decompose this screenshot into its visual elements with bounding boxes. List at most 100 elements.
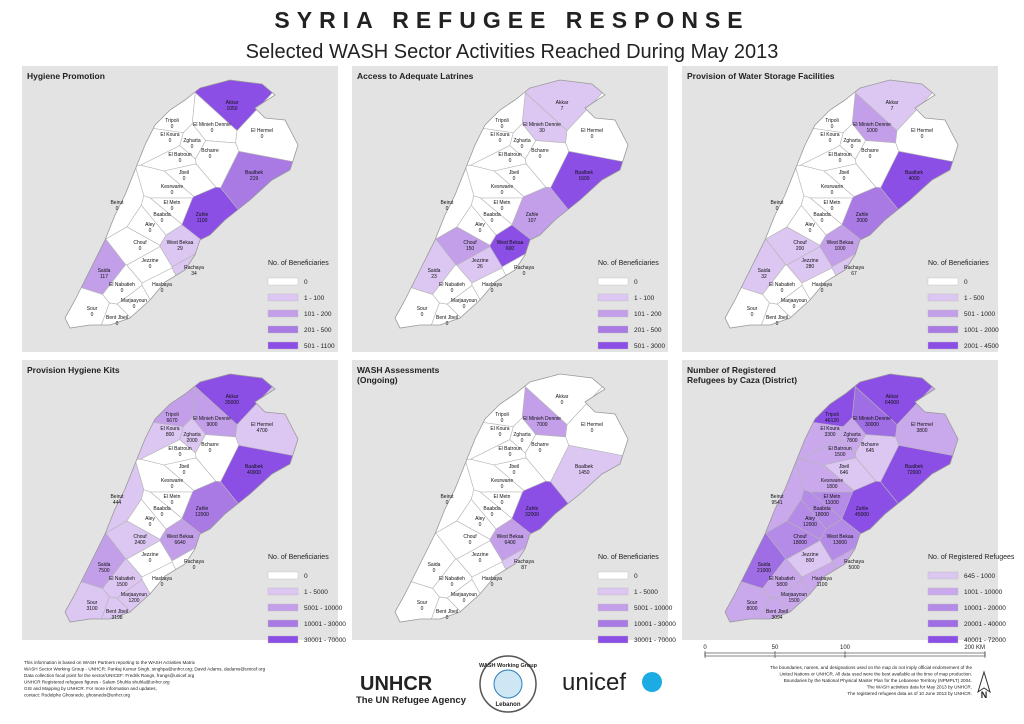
district-name: Bcharre [861,442,879,448]
district-name: El Metn [824,200,841,206]
wash-logo-bottom: Lebanon [496,702,521,708]
district-name: Saida [758,268,771,274]
district-value: 2400 [134,540,145,546]
district-value: 0 [149,228,152,234]
legend-swatch [267,619,299,628]
district-value: 0 [793,304,796,310]
panel-title: Number of Registered [687,365,776,375]
legend-label: 101 - 200 [304,311,332,318]
district-value: 9541 [771,500,782,506]
district-value: 0 [491,288,494,294]
legend-swatch [597,571,629,580]
district-value: 46120 [825,418,839,424]
district-value: 0 [139,246,142,252]
legend-label: 1001 - 2000 [964,327,999,334]
district-value: 0 [193,565,196,571]
district-value: 0 [539,154,542,160]
district-name: Zgharta [513,138,530,144]
district-value: 0 [781,288,784,294]
country-outline [394,79,629,329]
district-name: Bcharre [861,148,879,154]
district-name: Jezzine [472,552,489,558]
district-name: El Minieh Dennie [193,122,231,128]
panel-title: Hygiene Promotion [27,71,105,81]
district-value: 0 [776,206,779,212]
district-name: Rachaya [514,559,534,565]
district-name: Bent Jbeil [436,609,458,615]
district-name: Zgharta [843,432,860,438]
district-value: 30000 [865,422,879,428]
district-value: 0 [591,428,594,434]
footer-note: GIS and Mapping by UNHCR. For more infor… [24,686,157,691]
legend-title: No. of Beneficiaries [268,260,329,267]
district-name: Baabda [153,212,170,218]
district-value: 0 [843,176,846,182]
district-name: Marjaayoun [781,592,807,598]
district-value: 0 [171,484,174,490]
legend-label: 10001 - 20000 [964,605,1006,612]
district-value: 800 [806,558,815,564]
district-value: 0 [116,206,119,212]
district-name: Zgharta [183,138,200,144]
legend-label: 1 - 5000 [304,589,328,596]
district-value: 0 [179,452,182,458]
panel-title: Provision of Water Storage Facilities [687,71,835,81]
district-value: 18000 [815,512,829,518]
district-name: Bcharre [201,148,219,154]
district-value: 0 [171,124,174,130]
district-name: Kesrwane [161,478,183,484]
district-name: Zgharta [513,432,530,438]
district-value: 0 [851,144,854,150]
district-name: Hasbaya [812,576,832,582]
district-name: El Metn [164,200,181,206]
legend-label: 1001 - 10000 [964,589,1003,596]
district-name: Aley [475,516,485,522]
legend-label: 0 [634,279,638,286]
district-value: 0 [561,400,564,406]
district-value: 3300 [824,432,835,438]
district-name: Zgharta [183,432,200,438]
disclaimer: Boundaries by the National Physical Mast… [784,678,972,683]
district-name: Saida [98,268,111,274]
district-name: Baabda [483,506,500,512]
district-value: 5800 [776,582,787,588]
district-value: 0 [161,512,164,518]
district-value: 1100 [817,582,828,588]
district-value: 0 [121,288,124,294]
district-value: 0 [751,312,754,318]
panel-title: WASH Assessments [357,365,440,375]
district-name: El Minieh Dennie [853,122,891,128]
north-arrow: N [981,690,988,700]
district-value: 219 [250,176,259,182]
district-value: 0 [171,206,174,212]
district-name: Baalbek [575,464,594,470]
district-name: Akkar [226,394,239,400]
district-name: Zahle [856,212,869,218]
district-value: 8000 [746,606,757,612]
district-value: 7000 [536,422,547,428]
district-name: El Minieh Dennie [853,416,891,422]
panel-title: Provision Hygiene Kits [27,365,120,375]
district-name: Kesrwane [491,184,513,190]
district-value: 0 [821,218,824,224]
legend-label: 0 [634,573,638,580]
district-name: Sour [747,306,758,312]
district-value: 0 [433,568,436,574]
district-value: 0 [501,500,504,506]
district-value: 0 [169,138,172,144]
district-value: 0 [513,176,516,182]
district-value: 0 [421,312,424,318]
district-value: 1000 [834,246,845,252]
district-name: Rachaya [844,265,864,271]
district-value: 0 [523,271,526,277]
district-name: Kesrwane [821,184,843,190]
district-name: Sour [87,600,98,606]
district-name: Zahle [526,212,539,218]
district-value: 0 [499,432,502,438]
footer-note: This information is based on WASH Partne… [24,660,196,665]
district-name: Akkar [886,100,899,106]
district-value: 0 [161,582,164,588]
district-name: Kesrwane [491,478,513,484]
district-value: 1450 [578,470,589,476]
